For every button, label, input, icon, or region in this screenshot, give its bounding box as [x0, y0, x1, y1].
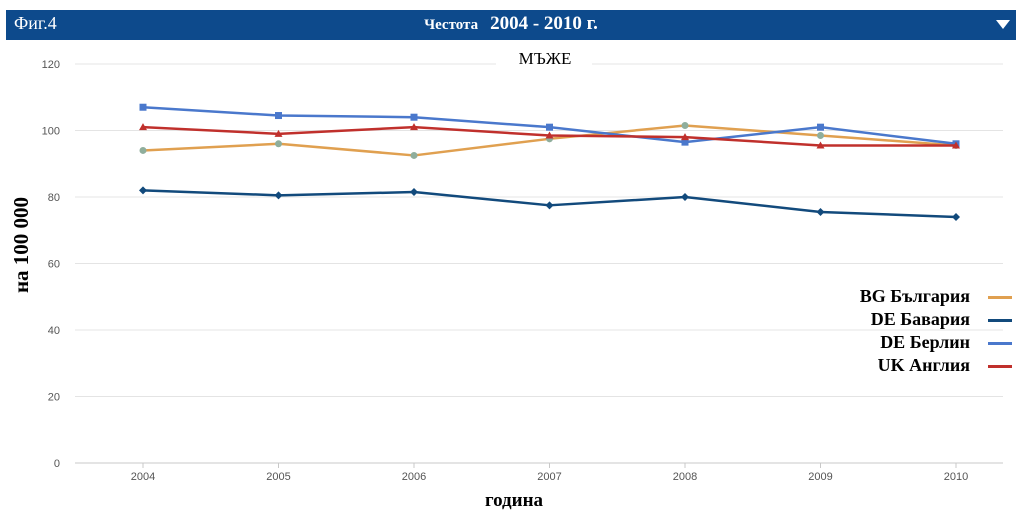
- legend-swatch: [988, 319, 1012, 322]
- data-point: [817, 124, 824, 131]
- x-axis-ticks: 2004 2005 2006 2007 2008 2009 2010: [131, 463, 968, 483]
- data-point: [952, 213, 960, 221]
- x-tick-label: 2004: [131, 471, 155, 483]
- legend-item[interactable]: DE Берлин: [836, 332, 1012, 355]
- data-point: [275, 191, 283, 199]
- data-point: [275, 140, 282, 147]
- legend-swatch: [988, 342, 1012, 345]
- legend-swatch: [988, 365, 1012, 368]
- legend-item[interactable]: UK Англия: [836, 355, 1012, 378]
- x-tick-label: 2008: [673, 471, 697, 483]
- legend-swatch: [988, 296, 1012, 299]
- data-point: [410, 188, 418, 196]
- x-axis-label: година: [485, 490, 544, 510]
- legend-label: DE Берлин: [880, 332, 970, 353]
- data-point: [682, 122, 689, 129]
- y-tick-label: 40: [48, 325, 60, 337]
- y-tick-label: 20: [48, 392, 60, 404]
- legend: BG България DE Бавария DE Берлин UK Англия: [836, 286, 1012, 378]
- y-tick-label: 100: [42, 126, 60, 138]
- data-point: [817, 132, 824, 139]
- x-tick-label: 2007: [537, 471, 561, 483]
- data-point: [411, 152, 418, 159]
- data-point: [817, 208, 825, 216]
- legend-item[interactable]: BG България: [836, 286, 1012, 309]
- x-tick-label: 2009: [808, 471, 832, 483]
- legend-label: UK Англия: [878, 355, 970, 376]
- chart-title: МЪЖЕ: [519, 49, 572, 68]
- data-point: [140, 104, 147, 111]
- data-point: [546, 124, 553, 131]
- data-point: [546, 201, 554, 209]
- series-lines: [139, 104, 960, 221]
- legend-label: BG България: [860, 286, 970, 307]
- y-tick-label: 60: [48, 259, 60, 271]
- y-axis-label: на 100 000: [9, 197, 33, 293]
- x-tick-label: 2010: [944, 471, 968, 483]
- x-tick-label: 2006: [402, 471, 426, 483]
- x-tick-label: 2005: [266, 471, 290, 483]
- y-tick-label: 80: [48, 192, 60, 204]
- y-tick-label: 120: [42, 59, 60, 71]
- y-axis-ticks: 0 20 40 60 80 100 120: [42, 59, 60, 470]
- data-point: [140, 147, 147, 154]
- data-point: [411, 114, 418, 121]
- data-point: [275, 112, 282, 119]
- grid-lines: [75, 64, 1003, 463]
- data-point: [681, 193, 689, 201]
- legend-item[interactable]: DE Бавария: [836, 309, 1012, 332]
- legend-label: DE Бавария: [871, 309, 970, 330]
- y-tick-label: 0: [54, 458, 60, 470]
- data-point: [139, 186, 147, 194]
